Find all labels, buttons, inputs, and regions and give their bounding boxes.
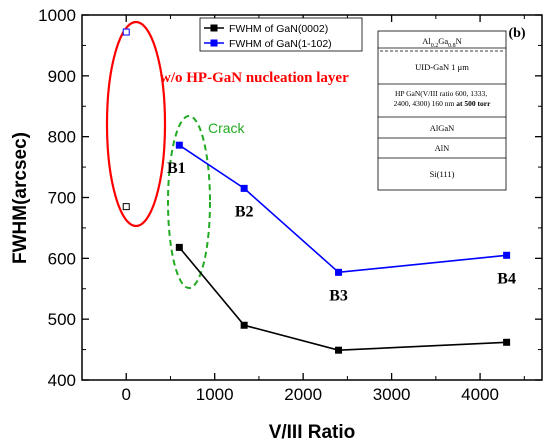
y-tick-label: 400	[48, 371, 76, 390]
y-axis-ticks: 400 500 600 700 800 900 1000	[38, 6, 542, 390]
data-point	[335, 268, 343, 276]
series-3	[122, 28, 130, 36]
data-point	[335, 346, 343, 354]
series-1	[175, 141, 511, 276]
no-nucleation-ellipse	[105, 20, 167, 228]
inset-layer-uid-gan: UID-GaN 1 μm	[415, 62, 469, 72]
legend: FWHM of GaN(0002) FWHM of GaN(1-102)	[199, 17, 363, 52]
data-point-open	[122, 203, 130, 211]
inset-layer-aln: AlN	[435, 143, 450, 153]
y-axis-label: FWHM(arcsec)	[10, 132, 31, 264]
x-axis-ticks: 0 1000 2000 3000 4000	[81, 15, 525, 404]
crack-ellipse	[167, 115, 211, 289]
y-tick-label: 700	[48, 189, 76, 208]
x-tick-label: 4000	[461, 385, 499, 404]
data-point	[503, 251, 511, 259]
data-point	[503, 338, 511, 346]
crack-annotation: Crack	[208, 120, 246, 136]
legend-marker-blue	[210, 39, 218, 47]
x-tick-label: 0	[121, 385, 130, 404]
data-point	[175, 243, 183, 251]
data-point	[240, 184, 248, 192]
layer-stack-inset: Al0.2Ga0.8N UID-GaN 1 μm HP GaN(V/III ra…	[377, 30, 507, 191]
inset-layer-algan: AlGaN	[430, 123, 455, 133]
data-point	[175, 141, 183, 149]
y-tick-label: 1000	[38, 6, 76, 25]
data-point	[240, 321, 248, 329]
inset-layer-si: Si(111)	[430, 169, 455, 179]
y-tick-label: 900	[48, 67, 76, 86]
x-tick-label: 1000	[196, 385, 234, 404]
point-labels: B1 B2 B3 B4	[167, 160, 516, 304]
series-line	[178, 246, 507, 351]
panel-label: (b)	[508, 26, 525, 41]
x-tick-label: 3000	[373, 385, 411, 404]
series-0	[175, 243, 511, 354]
y-tick-label: 500	[48, 310, 76, 329]
legend-label-1102: FWHM of GaN(1-102)	[229, 38, 332, 50]
y-tick-label: 800	[48, 128, 76, 147]
point-label: B2	[235, 203, 254, 220]
data-point-open	[122, 28, 130, 36]
inset-layer-hp-gan: HP GaN(V/III ratio 600, 1333, 2400, 4300…	[394, 89, 492, 108]
point-label: B1	[167, 160, 186, 177]
point-label: B4	[497, 270, 516, 287]
x-axis-label: V/III Ratio	[269, 422, 356, 443]
x-tick-label: 2000	[284, 385, 322, 404]
legend-label-0002: FWHM of GaN(0002)	[229, 23, 328, 35]
legend-marker-black	[210, 24, 218, 32]
y-tick-label: 600	[48, 249, 76, 268]
series-line	[178, 144, 507, 274]
series-layer	[122, 28, 511, 354]
series-2	[122, 203, 130, 211]
point-label: B3	[329, 287, 348, 304]
no-nucleation-annotation: w/o HP-GaN nucleation layer	[160, 70, 349, 86]
